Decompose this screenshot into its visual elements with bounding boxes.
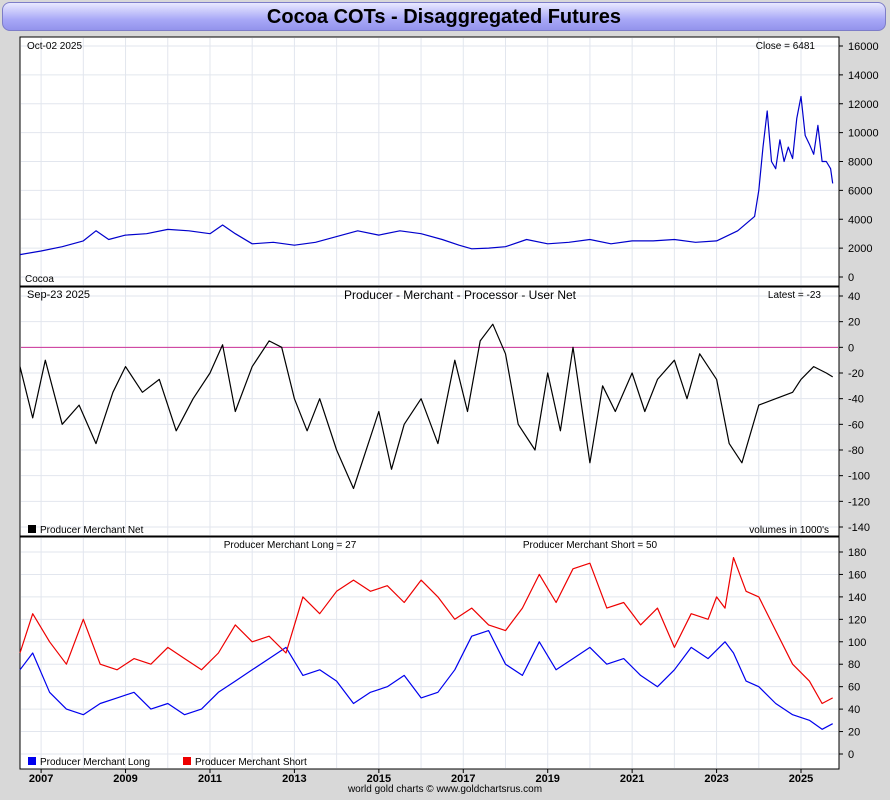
x-tick-label: 2015	[367, 773, 391, 785]
x-tick-label: 2013	[282, 773, 306, 785]
x-tick-label: 2007	[29, 773, 53, 785]
y-tick-label: 60	[848, 682, 860, 694]
y-tick-label: 160	[848, 569, 866, 581]
y-tick-label: -20	[848, 368, 864, 380]
y-tick-label: 0	[848, 342, 854, 354]
long-legend-label: Producer Merchant Long	[40, 757, 150, 768]
volume-units-label: volumes in 1000's	[749, 525, 829, 536]
y-tick-label: 120	[848, 614, 866, 626]
net-latest-label: Latest = -23	[768, 290, 822, 301]
x-tick-label: 2025	[789, 773, 813, 785]
short-latest-label: Producer Merchant Short = 50	[523, 540, 658, 551]
y-tick-label: 40	[848, 704, 860, 716]
short-legend-label: Producer Merchant Short	[195, 757, 307, 768]
y-tick-label: 10000	[848, 128, 879, 140]
y-tick-label: 6000	[848, 185, 872, 197]
y-tick-label: -140	[848, 522, 870, 534]
series-line	[19, 323, 834, 490]
y-tick-label: 20	[848, 727, 860, 739]
long-latest-label: Producer Merchant Long = 27	[224, 540, 357, 551]
instrument-label: Cocoa	[25, 274, 54, 285]
y-tick-label: 16000	[848, 41, 879, 53]
y-tick-label: 14000	[848, 70, 879, 82]
long-legend-swatch	[28, 757, 36, 765]
short-legend-swatch	[183, 757, 191, 765]
y-tick-label: -120	[848, 496, 870, 508]
x-tick-label: 2023	[704, 773, 728, 785]
x-tick-label: 2017	[451, 773, 475, 785]
y-tick-label: 12000	[848, 99, 879, 111]
series-line	[19, 629, 833, 730]
x-tick-label: 2019	[535, 773, 559, 785]
footer-credit: world gold charts © www.goldchartsrus.co…	[347, 784, 543, 795]
net-legend-label: Producer Merchant Net	[40, 525, 144, 536]
y-tick-label: 100	[848, 637, 866, 649]
y-tick-label: -40	[848, 394, 864, 406]
net-panel	[19, 286, 840, 537]
x-tick-label: 2021	[620, 773, 644, 785]
y-tick-label: 40	[848, 291, 860, 303]
net-title: Producer - Merchant - Processor - User N…	[344, 288, 577, 302]
y-tick-label: -100	[848, 471, 870, 483]
y-tick-label: -80	[848, 445, 864, 457]
y-tick-label: 4000	[848, 214, 872, 226]
y-tick-label: 8000	[848, 157, 872, 169]
series-line	[19, 556, 833, 705]
y-tick-label: 140	[848, 592, 866, 604]
price-close-label: Close = 6481	[756, 41, 816, 52]
long-short-panel	[19, 536, 840, 770]
net-legend-swatch	[28, 525, 36, 533]
net-date-label: Sep-23 2025	[27, 289, 90, 301]
y-tick-label: 20	[848, 317, 860, 329]
x-tick-label: 2011	[198, 773, 222, 785]
y-tick-label: -60	[848, 419, 864, 431]
y-tick-label: 0	[848, 272, 854, 284]
chart-title: Cocoa COTs - Disaggregated Futures	[2, 2, 886, 31]
y-tick-label: 180	[848, 547, 866, 559]
y-tick-label: 80	[848, 659, 860, 671]
y-tick-label: 0	[848, 749, 854, 761]
price-date-label: Oct-02 2025	[27, 41, 82, 52]
y-tick-label: 2000	[848, 243, 872, 255]
series-line	[19, 95, 834, 256]
x-tick-label: 2009	[113, 773, 137, 785]
